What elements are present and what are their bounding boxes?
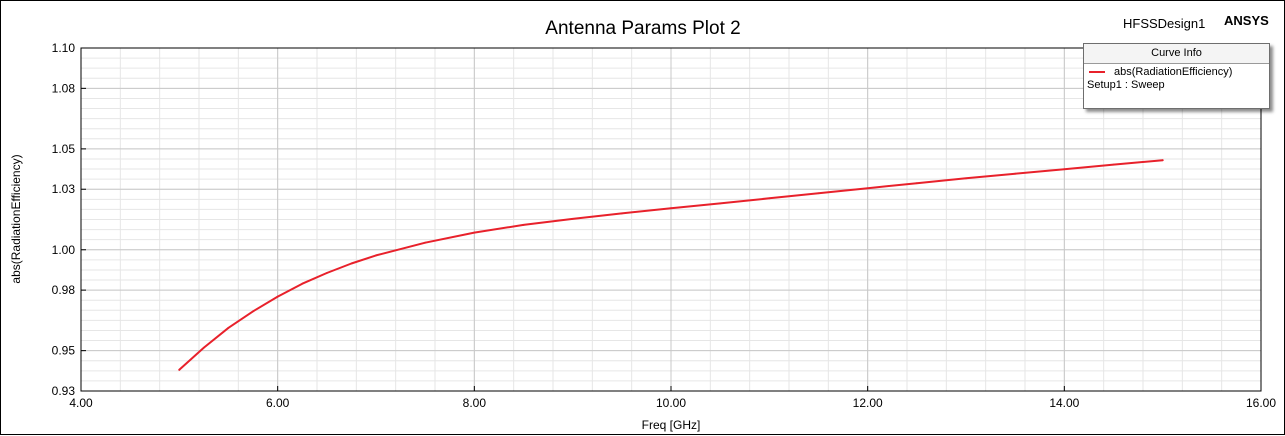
y-axis-title: abs(RadiationEfficiency) bbox=[9, 154, 23, 283]
legend-title: Curve Info bbox=[1084, 44, 1269, 64]
data-point bbox=[620, 212, 623, 215]
data-point bbox=[252, 310, 254, 313]
data-point bbox=[522, 224, 525, 226]
data-point bbox=[424, 241, 427, 244]
grid bbox=[80, 47, 1262, 392]
data-point bbox=[1112, 163, 1115, 166]
chart-title: Antenna Params Plot 2 bbox=[545, 18, 740, 39]
y-tick-label: 1.05 bbox=[52, 142, 76, 156]
data-point bbox=[719, 202, 722, 205]
data-point bbox=[473, 231, 476, 234]
data-point bbox=[817, 192, 820, 195]
y-tick-label: 0.93 bbox=[52, 384, 76, 398]
data-point bbox=[965, 177, 967, 180]
data-point bbox=[1063, 168, 1066, 171]
x-tick-label: 4.00 bbox=[69, 396, 93, 410]
y-tick-label: 1.00 bbox=[52, 243, 76, 257]
legend-entry[interactable]: abs(RadiationEfficiency) bbox=[1084, 64, 1269, 78]
data-point bbox=[301, 282, 304, 285]
x-tick-label: 6.00 bbox=[266, 396, 290, 410]
ansys-logo: ANSYS bbox=[1224, 13, 1269, 28]
x-tick-label: 12.00 bbox=[853, 396, 883, 410]
x-tick-label: 14.00 bbox=[1049, 396, 1079, 410]
data-point bbox=[571, 217, 574, 220]
x-tick-label: 8.00 bbox=[463, 396, 487, 410]
x-tick-label: 16.00 bbox=[1246, 396, 1276, 410]
legend-entry-sublabel: Setup1 : Sweep bbox=[1087, 79, 1165, 91]
y-tick-label: 0.95 bbox=[52, 344, 76, 358]
design-name: HFSSDesign1 bbox=[1123, 16, 1205, 31]
curve-info-legend[interactable]: Curve Info abs(RadiationEfficiency) Setu… bbox=[1083, 43, 1270, 109]
axis-ticks: 4.00 6.00 8.00 10.00 12.00 14.00 16.00 0.93 0.95… bbox=[52, 41, 1277, 410]
data-point bbox=[670, 207, 672, 210]
data-point bbox=[178, 368, 181, 371]
data-point bbox=[915, 182, 918, 185]
y-tick-label: 1.10 bbox=[52, 41, 76, 55]
data-point bbox=[276, 295, 279, 298]
x-tick-label: 10.00 bbox=[656, 396, 686, 410]
series-layer bbox=[178, 159, 1164, 371]
y-tick-label: 1.03 bbox=[52, 182, 76, 196]
y-tick-label: 1.08 bbox=[52, 81, 76, 95]
data-point bbox=[227, 326, 230, 329]
data-point bbox=[325, 272, 328, 274]
data-point bbox=[203, 346, 205, 349]
data-point bbox=[1161, 159, 1164, 162]
data-point bbox=[350, 262, 353, 265]
x-axis-title: Freq [GHz] bbox=[642, 418, 701, 432]
data-point bbox=[866, 187, 869, 190]
data-point bbox=[768, 197, 771, 200]
series-swatch-icon bbox=[1089, 71, 1105, 73]
legend-entry-label: abs(RadiationEfficiency) bbox=[1114, 66, 1233, 78]
y-tick-label: 0.98 bbox=[52, 283, 76, 297]
data-point bbox=[1014, 172, 1017, 175]
data-point bbox=[375, 254, 377, 257]
